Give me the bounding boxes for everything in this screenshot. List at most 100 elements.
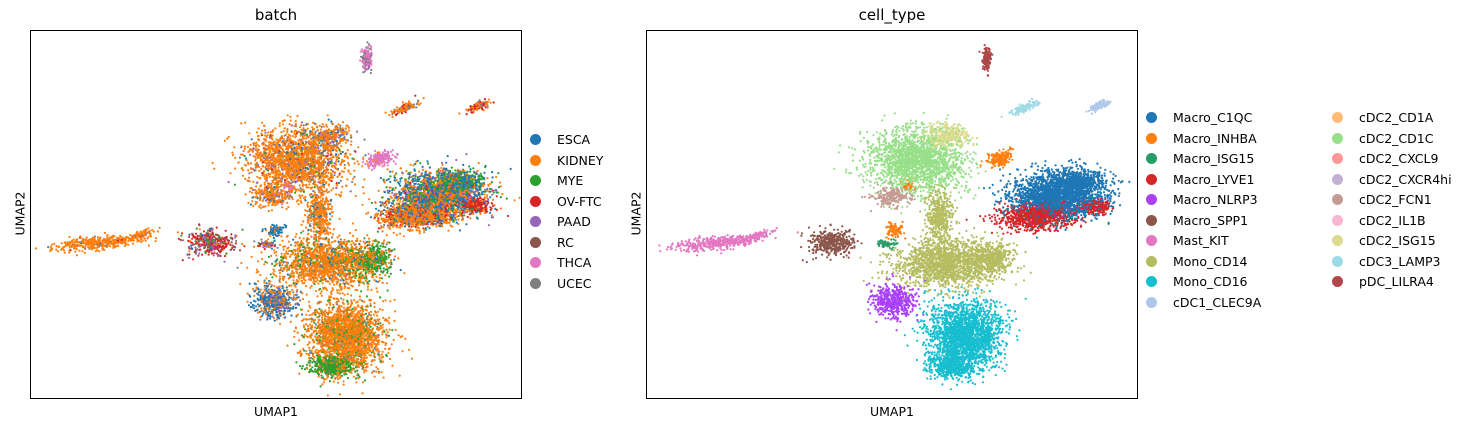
scatter-point bbox=[382, 178, 385, 181]
scatter-batch bbox=[34, 41, 521, 397]
scatter-point bbox=[385, 234, 388, 237]
scatter-point bbox=[295, 233, 298, 236]
scatter-point bbox=[458, 214, 461, 217]
scatter-point bbox=[380, 371, 383, 374]
scatter-point bbox=[384, 347, 387, 350]
scatter-point bbox=[370, 68, 373, 72]
scatter-point bbox=[335, 153, 338, 156]
scatter-point bbox=[335, 186, 338, 189]
scatter-point bbox=[385, 179, 388, 182]
scatter-point bbox=[313, 233, 316, 236]
scatter-point bbox=[240, 122, 243, 125]
scatter-point bbox=[288, 292, 291, 295]
scatter-point bbox=[267, 310, 270, 313]
scatter-point bbox=[192, 243, 195, 246]
scatter-point bbox=[298, 126, 302, 129]
scatter-point bbox=[328, 227, 331, 230]
scatter-point bbox=[359, 309, 362, 312]
scatter-point bbox=[385, 336, 388, 339]
scatter-point bbox=[337, 193, 341, 196]
scatter-point bbox=[259, 206, 262, 210]
scatter-point bbox=[314, 289, 317, 293]
scatter-point bbox=[355, 130, 359, 133]
scatter-point bbox=[343, 159, 346, 162]
scatter-point bbox=[350, 294, 353, 297]
scatter-point bbox=[244, 163, 247, 166]
scatter-point bbox=[335, 193, 338, 196]
scatter-point bbox=[373, 302, 376, 305]
scatter-point bbox=[316, 316, 319, 319]
scatter-point bbox=[341, 175, 344, 178]
scatter-point bbox=[348, 359, 351, 362]
scatter-point bbox=[395, 106, 399, 109]
scatter-point bbox=[387, 267, 390, 270]
scatter-point bbox=[308, 300, 311, 303]
scatter-point bbox=[384, 343, 387, 347]
scatter-point bbox=[273, 319, 276, 322]
scatter-point bbox=[353, 169, 356, 172]
scatter-point bbox=[346, 178, 349, 181]
scatter-point bbox=[147, 244, 150, 247]
scatter-point bbox=[368, 279, 371, 283]
scatter-point bbox=[194, 246, 197, 249]
scatter-point bbox=[393, 298, 396, 301]
scatter-point bbox=[328, 212, 332, 215]
scatter-point bbox=[247, 304, 250, 307]
scatter-point bbox=[244, 193, 247, 196]
scatter-point bbox=[261, 230, 264, 233]
scatter-point bbox=[293, 293, 296, 297]
scatter-point bbox=[338, 141, 341, 145]
plot-area-batch bbox=[30, 30, 522, 399]
scatter-point bbox=[359, 59, 362, 62]
scatter-point bbox=[310, 284, 313, 288]
scatter-point bbox=[131, 242, 134, 245]
scatter-point bbox=[342, 383, 345, 386]
scatter-point bbox=[294, 122, 297, 126]
scatter-point bbox=[499, 207, 502, 210]
scatter-point bbox=[259, 318, 262, 321]
scatter-point bbox=[388, 241, 391, 244]
scatter-point bbox=[343, 167, 346, 170]
scatter-point bbox=[281, 264, 284, 267]
scatter-point bbox=[377, 310, 380, 313]
scatter-point bbox=[249, 162, 253, 165]
scatter-point bbox=[391, 364, 394, 367]
scatter-point bbox=[290, 314, 293, 317]
scatter-point bbox=[267, 204, 270, 207]
scatter-point bbox=[296, 303, 299, 306]
scatter-point bbox=[285, 281, 288, 284]
scatter-point bbox=[386, 265, 389, 268]
scatter-point bbox=[366, 288, 369, 291]
scatter-point bbox=[270, 284, 273, 287]
scatter-point bbox=[318, 124, 321, 127]
scatter-point bbox=[312, 230, 315, 233]
scatter-point bbox=[250, 191, 253, 194]
scatter-point bbox=[506, 214, 509, 218]
scatter-point bbox=[273, 251, 276, 254]
scatter-point bbox=[331, 176, 334, 179]
scatter-point bbox=[373, 149, 377, 152]
scatter-point bbox=[306, 324, 309, 327]
scatter-point bbox=[346, 286, 349, 290]
scatter-point bbox=[285, 133, 288, 136]
scatter-point bbox=[257, 127, 260, 130]
scatter-point bbox=[301, 313, 304, 316]
scatter-point bbox=[344, 141, 347, 144]
scatter-point bbox=[427, 162, 430, 165]
scatter-point bbox=[280, 252, 283, 255]
scatter-point bbox=[260, 168, 263, 171]
scatter-point bbox=[223, 139, 226, 142]
scatter-point bbox=[264, 205, 267, 208]
scatter-point bbox=[395, 224, 398, 227]
scatter-point bbox=[283, 245, 286, 248]
scatter-point bbox=[340, 144, 343, 147]
scatter-point bbox=[435, 225, 438, 228]
scatter-point bbox=[211, 161, 214, 165]
scatter-point bbox=[495, 175, 498, 178]
scatter-point bbox=[359, 298, 362, 301]
scatter-point bbox=[417, 226, 421, 229]
scatter-point bbox=[307, 186, 310, 189]
scatter-point bbox=[251, 200, 254, 203]
scatter-point bbox=[403, 272, 406, 275]
scatter-point bbox=[321, 282, 324, 285]
